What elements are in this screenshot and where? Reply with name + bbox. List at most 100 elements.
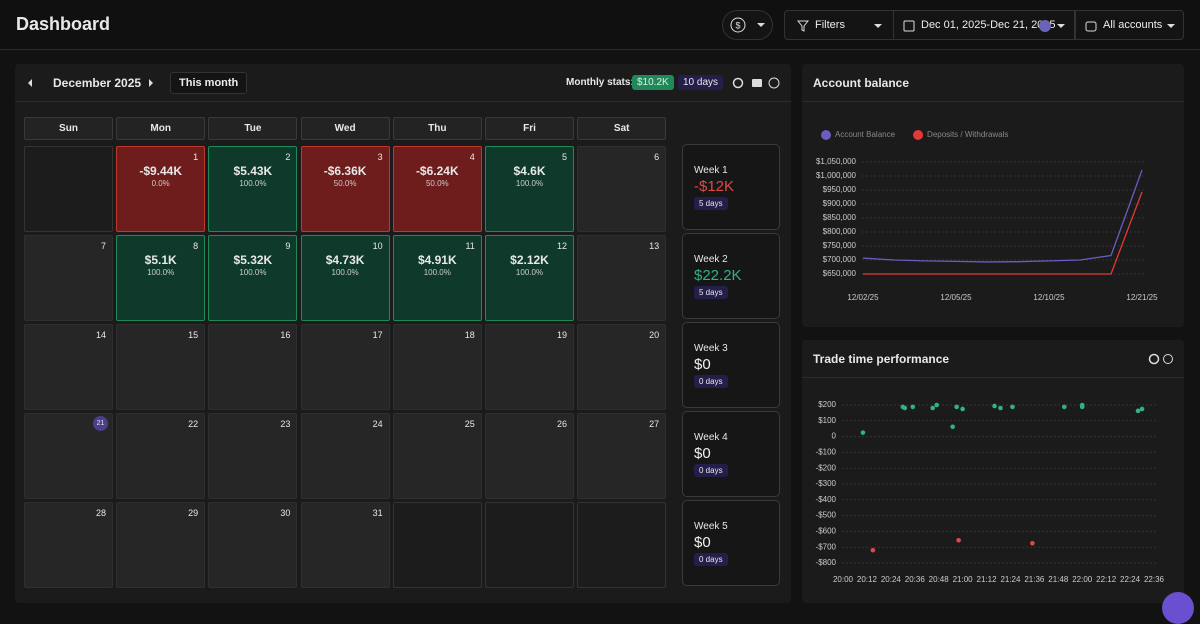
panel-icons[interactable] [1147,352,1177,366]
x-tick-label: 22:36 [1144,575,1165,584]
x-tick-label: 20:12 [857,575,878,584]
series-line [862,169,1143,263]
week-label: Week 5 [694,521,728,532]
week-card: Week 4 $0 0 days [682,411,780,497]
y-tick-label: -$800 [816,558,837,567]
trade-point [956,537,961,543]
date-range[interactable]: Dec 01, 2025-Dec 21, 2025 [893,10,1075,40]
legend-label: Account Balance [835,130,896,139]
day-cell: 15 [116,324,206,410]
y-tick-label: -$200 [816,463,837,472]
filters-button[interactable]: Filters [784,10,894,40]
day-cell: 17 [300,324,390,410]
stats-pnl: $10.2K [632,75,674,90]
week-card: Week 3 $0 0 days [682,322,780,408]
trade-point [870,547,876,553]
day-pnl: $4.73K [325,253,365,267]
header: Dashboard $ Filters Dec 01, 2025-Dec 21,… [0,0,1200,50]
day-number: 30 [280,508,291,518]
day-number: 29 [188,508,199,518]
day-winrate: 100.0% [147,268,175,277]
day-cell: 26 [485,413,574,499]
month-nav[interactable] [25,78,157,88]
stats-label: Monthly stats: [566,77,634,88]
day-number: 23 [280,419,291,429]
day-number: 5 [561,152,567,162]
panel-header: Account balance [802,64,1184,102]
y-tick-label: $950,000 [823,185,857,194]
page-title: Dashboard [16,14,111,34]
day-cell: 11 $4.91K 100.0% [392,235,482,321]
y-tick-label: $100 [818,416,836,425]
this-month-button[interactable]: This month [170,72,248,94]
day-cell: 1 -$9.44K 0.0% [116,146,206,232]
day-cell: 9 $5.32K 100.0% [208,235,298,321]
accounts-select[interactable]: All accounts [1075,10,1184,40]
day-winrate: 100.0% [239,268,267,277]
trade-point [954,404,959,410]
legend-label: Deposits / Withdrawals [927,130,1008,139]
day-cell: 19 [485,324,574,410]
day-number: 2 [285,152,291,162]
day-winrate: 100.0% [239,179,267,188]
week-days: 5 days [694,197,728,210]
day-number: 9 [285,241,291,251]
day-number: 21 [93,416,108,431]
x-tick-label: 21:12 [977,575,998,584]
day-winrate: 100.0% [331,268,359,277]
x-tick-label: 12/05/25 [940,293,972,302]
x-tick-label: 21:36 [1024,575,1045,584]
day-winrate: 100.0% [515,268,544,277]
y-tick-label: $650,000 [823,269,857,278]
svg-text:$: $ [735,20,740,30]
day-cell [24,146,113,232]
day-cell: 22 [116,413,206,499]
day-cell: 8 $5.1K 100.0% [116,235,206,321]
day-pnl: $5.43K [233,164,273,178]
day-number: 4 [469,152,475,162]
x-tick-label: 12/10/25 [1033,293,1065,302]
x-tick-label: 22:12 [1096,575,1117,584]
day-winrate: 100.0% [515,179,544,188]
currency-select[interactable]: $ [722,10,773,40]
trade-point [950,424,955,430]
day-number: 24 [372,419,383,429]
clear-caret [1039,20,1065,32]
weekday-header: Fri [485,117,574,140]
trade-point [934,402,939,408]
day-number: 6 [654,152,660,162]
charts: $650,000 $700,000 $750,000 $800,000 $850,000… [816,130,1165,584]
y-tick-label: -$600 [816,527,837,536]
day-pnl: -$6.36K [323,164,367,178]
day-pnl: $4.6K [513,164,546,178]
x-tick-label: 20:00 [833,575,854,584]
trade-point [1079,404,1085,410]
day-cell: 16 [208,324,298,410]
calendar-toolbar: December 2025 This month Monthly stats: … [15,64,791,102]
week-total: -$12K [694,178,735,195]
y-tick-label: $900,000 [823,199,857,208]
trade-point [1135,408,1141,414]
day-number: 12 [556,241,567,251]
y-tick-label: -$300 [816,479,837,488]
chat-button[interactable] [1162,592,1194,624]
trade-point [1030,540,1035,546]
day-cell: 3 -$6.36K 50.0% [300,146,390,232]
day-cell: 4 -$6.24K 50.0% [392,146,482,232]
x-tick-label: 20:36 [905,575,926,584]
day-cell: 31 [300,502,390,588]
accounts-label: All accounts [1103,19,1163,31]
toolbar-icons[interactable] [732,76,782,90]
caret [1167,24,1175,28]
trade-point [1010,404,1015,410]
filter-icon [797,20,809,32]
month-label: December 2025 [53,76,142,90]
balance-panel: Account balance [802,64,1184,327]
x-tick-label: 12/02/25 [847,293,879,302]
trade-point [992,403,997,409]
x-tick-label: 21:48 [1048,575,1069,584]
y-tick-label: $750,000 [823,241,857,250]
day-number: 3 [377,152,383,162]
week-days: 0 days [694,553,728,566]
